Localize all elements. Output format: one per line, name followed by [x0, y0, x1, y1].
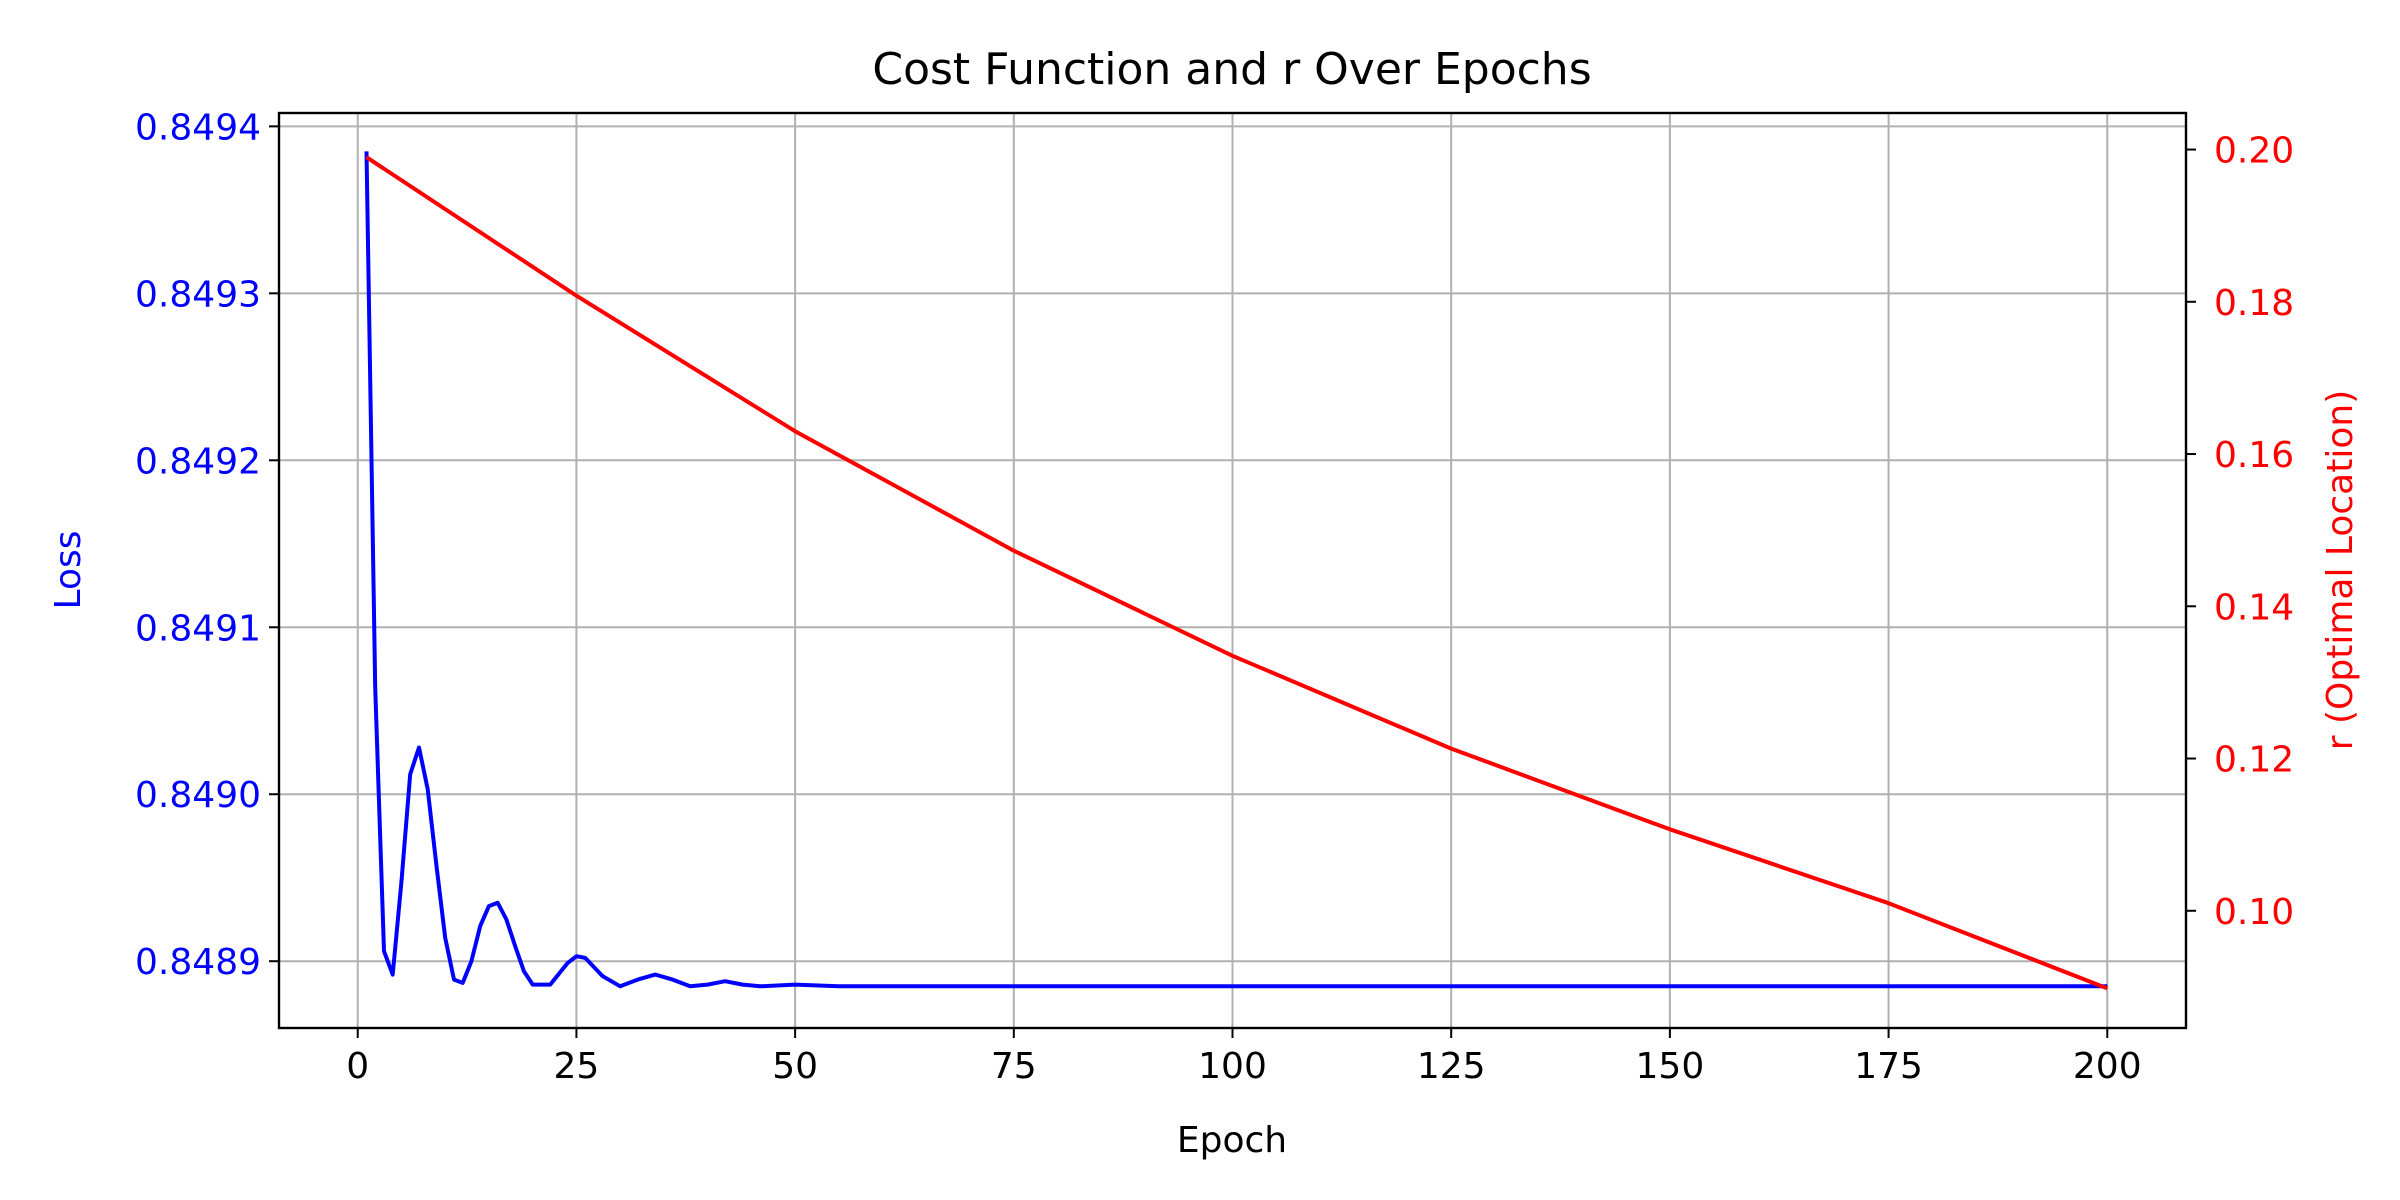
x-tick-label: 25	[554, 1046, 600, 1087]
y-left-tick-label: 0.8490	[135, 775, 261, 816]
x-tick-label: 50	[772, 1046, 818, 1087]
x-tick-label: 0	[346, 1046, 369, 1087]
x-tick-label: 125	[1417, 1046, 1486, 1087]
grid	[279, 113, 2186, 1028]
y-right-tick-label: 0.14	[2214, 587, 2294, 628]
x-axis-label: Epoch	[1177, 1120, 1287, 1161]
loss-series-line	[364, 151, 2108, 989]
chart-title: Cost Function and r Over Epochs	[872, 44, 1591, 95]
series-layer	[364, 151, 2109, 991]
y-left-tick-label: 0.8493	[135, 274, 261, 315]
y-left-axis-label: Loss	[48, 531, 89, 610]
x-tick-label: 75	[991, 1046, 1037, 1087]
y-right-axis-label: r (Optimal Location)	[2320, 390, 2361, 750]
y-right-tick-label: 0.12	[2214, 740, 2294, 781]
y-left-tick-label: 0.8492	[135, 441, 261, 482]
x-tick-label: 150	[1636, 1046, 1705, 1087]
ticks: 0 25 50 75 100 125 150 175 200 0.8489 0.8490 0.8491…	[135, 107, 2294, 1087]
y-right-tick-label: 0.16	[2214, 435, 2294, 476]
x-tick-label: 175	[1854, 1046, 1923, 1087]
x-tick-label: 100	[1198, 1046, 1267, 1087]
y-left-tick-label: 0.8489	[135, 942, 261, 983]
y-left-tick-label: 0.8494	[135, 107, 261, 148]
y-left-tick-label: 0.8491	[135, 608, 261, 649]
r-series-line	[365, 155, 2109, 991]
y-right-tick-label: 0.18	[2214, 283, 2294, 324]
x-tick-label: 200	[2073, 1046, 2142, 1087]
y-right-tick-label: 0.10	[2214, 892, 2294, 933]
y-right-tick-label: 0.20	[2214, 131, 2294, 172]
